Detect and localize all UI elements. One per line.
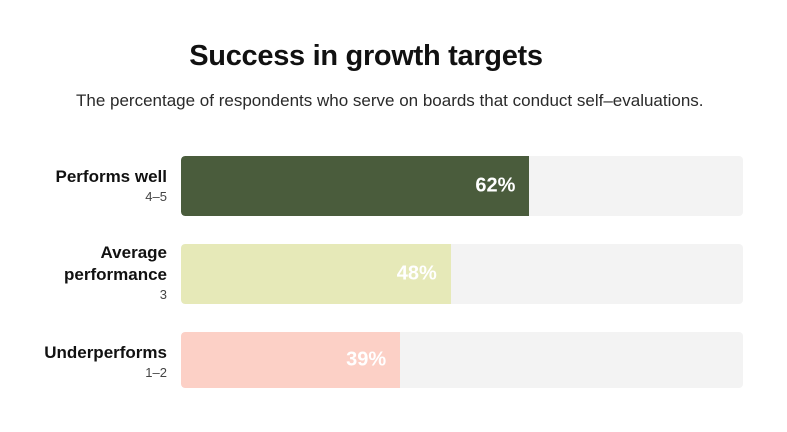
category-range-label: 4–5: [145, 189, 167, 204]
chart-title: Success in growth targets: [189, 40, 543, 72]
bar-value-label: 62%: [475, 174, 516, 197]
bar-track: 48%: [181, 244, 743, 304]
bar-value-label: 39%: [346, 348, 387, 371]
category-label: Underperforms: [44, 343, 167, 362]
category-range-label: 1–2: [145, 365, 167, 380]
bar-underperforms: 39%: [181, 332, 401, 388]
chart-subtitle: The percentage of respondents who serve …: [76, 91, 704, 110]
category-range-label: 3: [159, 287, 167, 302]
bar-track: 39%: [181, 332, 743, 388]
bar-value-label: 48%: [396, 262, 437, 285]
bar-row-label: Average performance 3: [37, 242, 167, 304]
bar-track: 62%: [181, 156, 743, 216]
bar-performs-well: 62%: [181, 156, 530, 216]
bar-row-average-performance: Average performance 3 48%: [0, 242, 787, 304]
bar-row-underperforms: Underperforms 1–2 39%: [0, 332, 787, 388]
bar-row-performs-well: Performs well 4–5 62%: [0, 156, 787, 216]
category-label: Average performance: [64, 243, 167, 284]
bar-row-label: Performs well 4–5: [56, 166, 168, 206]
bar-row-label: Underperforms 1–2: [44, 342, 167, 382]
category-label: Performs well: [55, 167, 168, 186]
bar-average-performance: 48%: [181, 244, 451, 304]
